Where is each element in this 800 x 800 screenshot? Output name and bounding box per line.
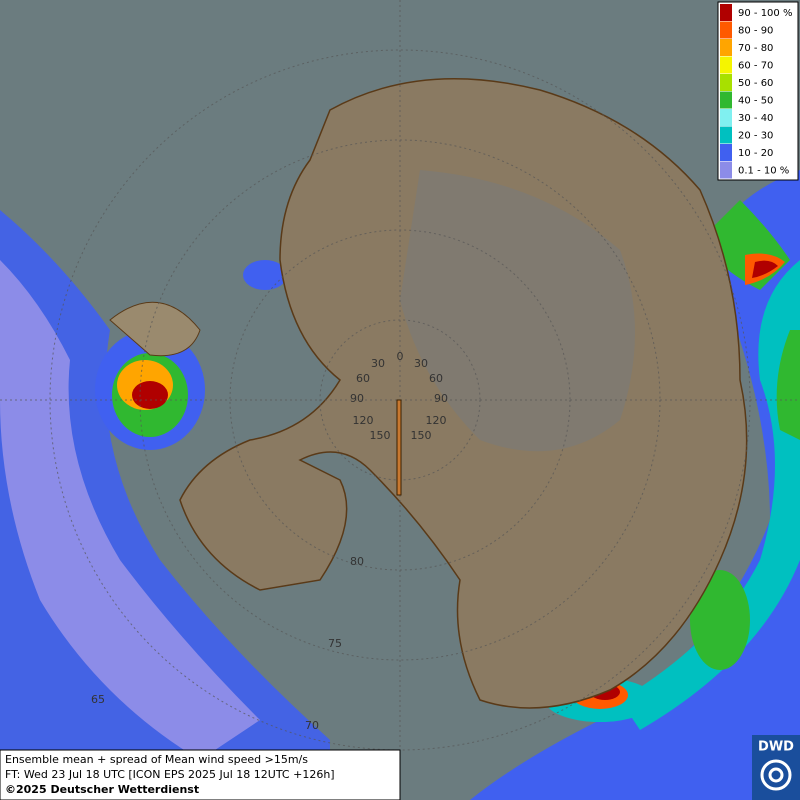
grid-label: 30	[414, 357, 428, 370]
grid-label: 80	[350, 555, 364, 568]
legend-label: 30 - 40	[738, 113, 773, 124]
grid-label: 120	[426, 414, 447, 427]
legend-label: 10 - 20	[738, 148, 773, 159]
grid-label: 75	[328, 637, 342, 650]
legend-swatch	[720, 161, 732, 179]
grid-label: 150	[411, 429, 432, 442]
legend-swatch	[720, 4, 732, 21]
grid-label: 120	[353, 414, 374, 427]
legend-label: 80 - 90	[738, 26, 773, 37]
legend-label: 90 - 100 %	[738, 8, 792, 19]
footer-text: FT: Wed 23 Jul 18 UTC [ICON EPS 2025 Jul…	[5, 768, 335, 781]
legend-swatch	[720, 74, 732, 91]
peninsula	[109, 301, 201, 357]
grid-label: 90	[434, 392, 448, 405]
legend-label: 50 - 60	[738, 78, 773, 89]
meridian-marker	[396, 399, 402, 496]
legend-swatch	[720, 126, 732, 144]
legend-label: 20 - 30	[738, 131, 773, 142]
footer-text: ©2025 Deutscher Wetterdienst	[5, 783, 199, 796]
footer-box	[0, 749, 401, 800]
legend-swatch	[720, 39, 732, 56]
legend-swatch	[720, 91, 732, 109]
legend-swatch	[720, 109, 732, 126]
legend-label: 70 - 80	[738, 43, 773, 54]
grid-label: 0	[397, 350, 404, 363]
logo-swirl	[760, 759, 792, 791]
logo-text: DWD	[758, 740, 794, 755]
grid-label: 150	[370, 429, 391, 442]
grid-label: 90	[350, 392, 364, 405]
legend-label: 0.1 - 10 %	[738, 166, 789, 177]
legend-label: 40 - 50	[738, 96, 773, 107]
logo-swirl	[768, 767, 784, 783]
grid-label: 60	[356, 372, 370, 385]
grid-label: 30	[371, 357, 385, 370]
legend-swatch	[720, 144, 732, 161]
legend-swatch	[720, 56, 732, 74]
grid-label: 60	[429, 372, 443, 385]
grid-label: 65	[91, 693, 105, 706]
legend-swatch	[720, 21, 732, 39]
grid-label: 70	[305, 719, 319, 732]
footer-text: Ensemble mean + spread of Mean wind spee…	[5, 753, 308, 766]
legend-label: 60 - 70	[738, 61, 773, 72]
